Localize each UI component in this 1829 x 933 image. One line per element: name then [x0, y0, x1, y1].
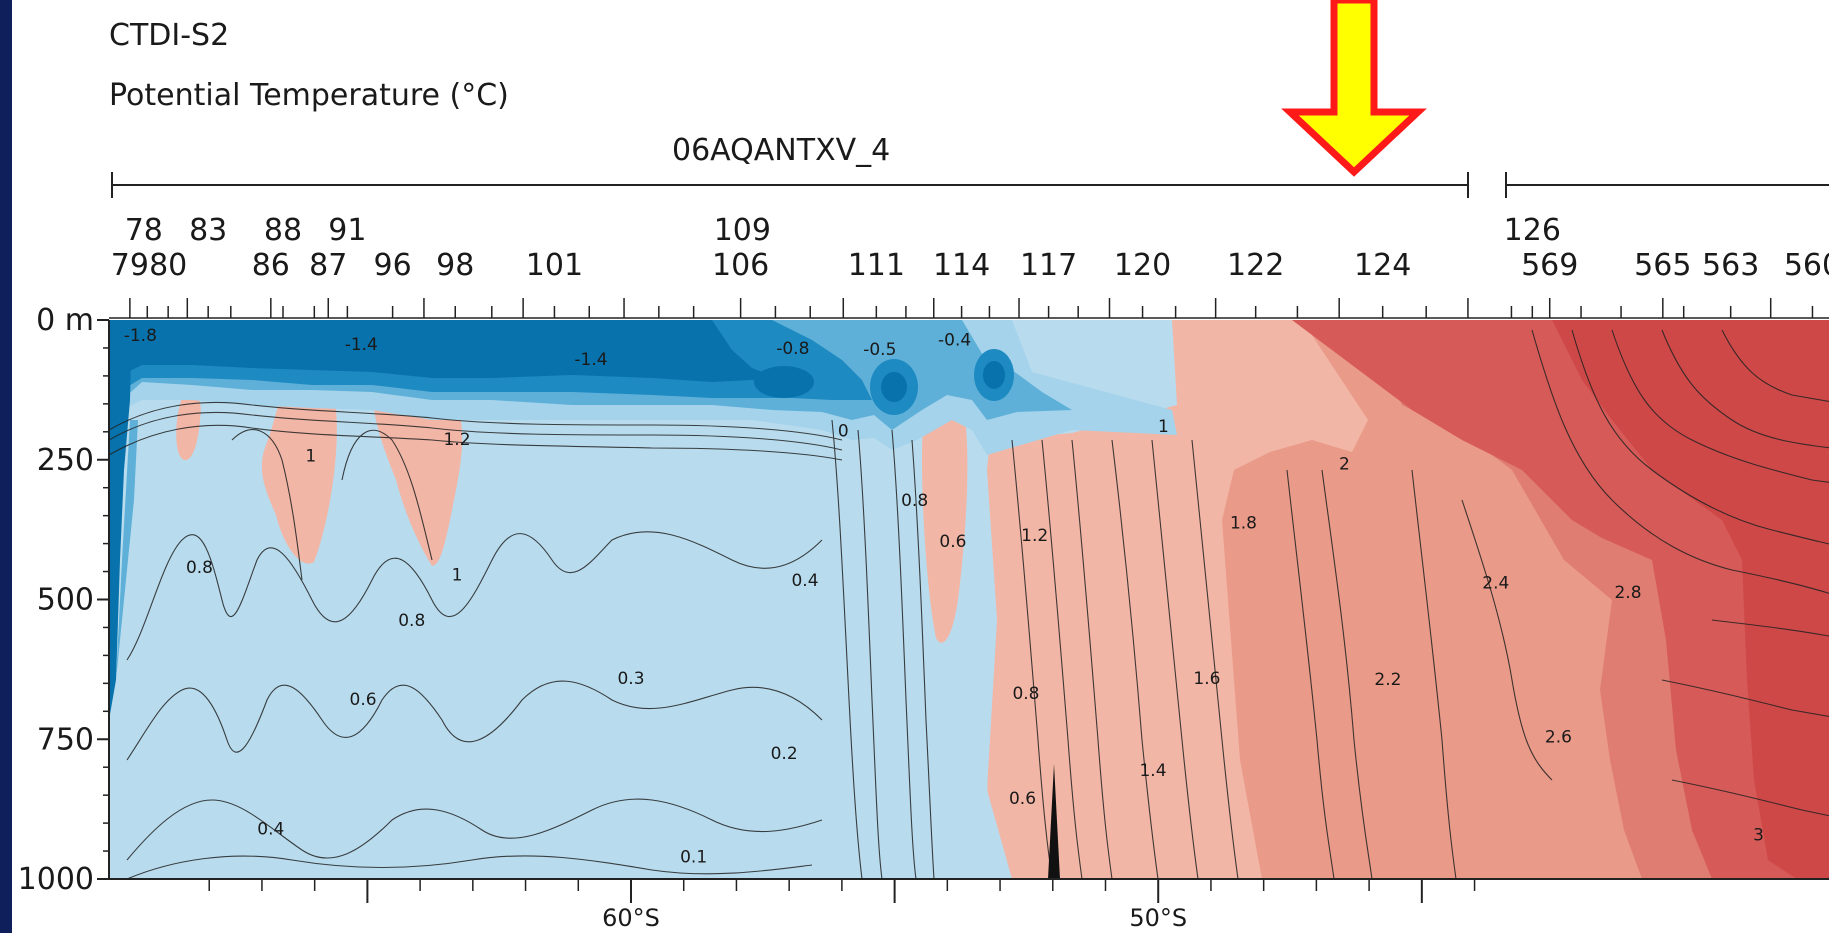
contour-label: 0.1	[680, 848, 707, 868]
cruise-label: 06AQANTXV_4	[672, 133, 890, 168]
y-tick-label: 0 m	[36, 303, 94, 338]
y-tick-label: 500	[37, 583, 94, 618]
station-label-bottom: 101	[526, 248, 583, 283]
contour-label: -1.4	[574, 350, 607, 370]
contour-label: 0.4	[257, 820, 284, 840]
cold-tongue-lens	[962, 545, 988, 879]
seamount	[1048, 764, 1060, 879]
contour-label: 0.8	[1012, 684, 1039, 704]
contour-labels: -1.8 -1.4 -1.4 -0.8 -0.5 -0.4 1 1.2 0 1 2 0.8 0.6 1.2…	[124, 326, 1829, 868]
contour-label: 2.2	[1374, 670, 1401, 690]
warm-lens-1	[176, 393, 201, 461]
y-axis: 0 m 250 500 750 1000	[18, 303, 109, 897]
station-ticks	[109, 298, 1829, 319]
contour-label: -1.8	[124, 326, 157, 346]
warm-lens-4	[922, 384, 968, 643]
x-tick-label: 50°S	[1129, 904, 1187, 932]
eddy-3	[754, 366, 814, 398]
contour-label: 0.8	[186, 558, 213, 578]
cruise-span-bars	[111, 172, 1829, 198]
contour-label: 0.3	[617, 669, 644, 689]
band-3.0-plus	[1552, 320, 1829, 879]
station-label-bottom: 117	[1020, 248, 1077, 283]
contour-label: 0.2	[771, 744, 798, 764]
station-label-top: 126	[1504, 213, 1561, 248]
contour-label: 2	[1339, 455, 1350, 475]
contour-label: 0.4	[791, 571, 818, 591]
warm-lens-2	[261, 380, 337, 564]
station-labels-top: 78 83 88 91 109 126	[125, 213, 1561, 248]
station-label-bottom: 124	[1354, 248, 1411, 283]
x-axis: 60°S 50°S	[208, 879, 1476, 932]
contour-label: -0.4	[938, 331, 971, 351]
section-title: CTDI-S2	[109, 18, 229, 53]
station-label-bottom: 106	[712, 248, 769, 283]
band-left-edge-mid	[116, 420, 138, 680]
contour-label: 3	[1753, 825, 1764, 845]
y-tick-label: 250	[37, 443, 94, 478]
variable-title: Potential Temperature (°C)	[109, 78, 509, 113]
y-tick-label: 1000	[18, 862, 94, 897]
contour-label: 2.6	[1545, 727, 1572, 747]
contour-label: 1.2	[1021, 526, 1048, 546]
station-label-bottom: 114	[933, 248, 990, 283]
station-label-top: 91	[328, 213, 366, 248]
eddy-1-core	[881, 372, 907, 402]
contour-label: 2.8	[1614, 583, 1641, 603]
contour-label: 0	[838, 422, 849, 442]
station-label-bottom: 98	[436, 248, 474, 283]
contour-label: 1.2	[443, 430, 470, 450]
station-label-bottom: 87	[309, 248, 347, 283]
contour-label: 1.6	[1193, 669, 1220, 689]
contour-label: 1.8	[1230, 513, 1257, 533]
section-figure: CTDI-S2 Potential Temperature (°C) 06AQA…	[12, 0, 1829, 933]
contour-label: 0.6	[939, 532, 966, 552]
station-label-bottom: 86	[252, 248, 290, 283]
contour-label: 0.8	[901, 491, 928, 511]
contour-label: 0.8	[398, 611, 425, 631]
station-label-bottom: 569	[1521, 248, 1578, 283]
eddy-2-core	[983, 361, 1005, 389]
station-label-bottom: 122	[1227, 248, 1284, 283]
contour-section-chart: CTDI-S2 Potential Temperature (°C) 06AQA…	[18, 0, 1829, 932]
contour-label: -0.8	[776, 339, 809, 359]
contour-label: -0.5	[863, 340, 896, 360]
station-label-bottom: 96	[374, 248, 412, 283]
contour-label: 1	[452, 565, 463, 585]
station-label-bottom: 563	[1702, 248, 1759, 283]
contour-label: 1	[305, 446, 316, 466]
contour-label: 0.6	[350, 690, 377, 710]
isotherm-lines	[109, 329, 1829, 879]
station-label-bottom: 111	[848, 248, 905, 283]
station-label-top: 78	[125, 213, 163, 248]
contour-label: 1.4	[1139, 761, 1166, 781]
contour-field	[109, 320, 1829, 879]
band-left-edge-cold	[109, 320, 132, 720]
station-label-bottom: 565	[1634, 248, 1691, 283]
station-labels-bottom: 79 80 86 87 96 98 101 106 111 114 117 120 122 124 569 5…	[111, 248, 1829, 283]
contour-label: 6	[1828, 568, 1829, 588]
y-tick-label: 750	[37, 722, 94, 757]
contour-label: 1	[1158, 417, 1169, 437]
station-label-top: 83	[189, 213, 227, 248]
station-label-top: 88	[264, 213, 302, 248]
station-label-top: 109	[714, 213, 771, 248]
x-tick-label: 60°S	[602, 904, 660, 932]
contour-label: -1.4	[345, 335, 378, 355]
contour-label: 2.4	[1482, 574, 1509, 594]
band-below-m1.4	[109, 320, 812, 420]
station-label-bottom: 560	[1784, 248, 1829, 283]
contour-label: 0.6	[1009, 789, 1036, 809]
station-label-bottom: 80	[149, 248, 187, 283]
station-label-bottom: 79	[111, 248, 149, 283]
highlight-arrow	[1281, 0, 1427, 177]
station-label-bottom: 120	[1114, 248, 1171, 283]
